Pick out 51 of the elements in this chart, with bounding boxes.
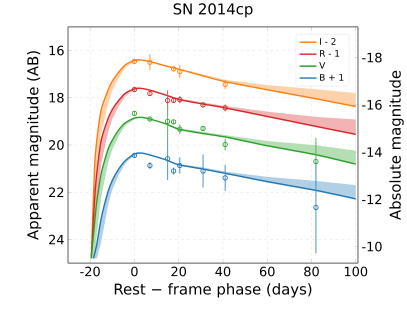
point — [165, 98, 170, 104]
point — [170, 168, 176, 174]
y2-tick-label: -18 — [362, 52, 382, 63]
point — [165, 118, 170, 124]
point — [222, 82, 228, 88]
x-tick-label: 20 — [171, 266, 186, 277]
point — [200, 102, 206, 108]
y-axis-title: Apparent magnitude (AB) — [26, 51, 42, 240]
point — [200, 126, 206, 132]
legend-label: R - 1 — [320, 50, 340, 57]
y-tick-label: 18 — [50, 93, 64, 103]
y-tick-label: 16 — [50, 46, 64, 56]
point — [147, 91, 153, 96]
x-tick-label: 80 — [304, 266, 319, 277]
point — [165, 156, 170, 162]
legend-label: I - 2 — [320, 38, 336, 45]
point — [222, 175, 228, 181]
y2-tick-label: -10 — [362, 242, 382, 252]
point — [170, 119, 176, 125]
x-tick-label: 0 — [131, 266, 138, 277]
x-tick-label: 60 — [260, 266, 275, 277]
point — [132, 58, 138, 64]
point — [147, 116, 153, 122]
chart-title: SN 2014cp — [174, 3, 253, 18]
y-tick-label: 22 — [49, 188, 64, 198]
y2-tick-label: -16 — [362, 100, 382, 110]
point — [313, 204, 319, 210]
point — [147, 163, 153, 168]
x-axis-title: Rest − frame phase (days) — [114, 283, 312, 298]
point — [313, 159, 319, 164]
point — [177, 69, 182, 74]
legend-label: V — [319, 62, 326, 69]
point — [132, 152, 138, 158]
y2-tick-label: -14 — [362, 148, 382, 157]
legend-label: B + 1 — [320, 74, 344, 81]
point — [132, 110, 138, 116]
y-tick-label: 24 — [49, 234, 64, 244]
y2-tick-label: -12 — [362, 194, 382, 204]
x-tick-label: -20 — [80, 266, 100, 277]
x-tick-label: 100 — [344, 266, 368, 277]
y2-axis-title: Absolute magnitude — [389, 70, 404, 220]
point — [200, 168, 206, 174]
point — [177, 126, 182, 132]
point — [147, 60, 153, 66]
point — [170, 98, 176, 104]
point — [132, 87, 138, 92]
point — [177, 163, 182, 168]
point — [222, 142, 228, 148]
x-tick-label: 40 — [215, 266, 230, 277]
y-tick-label: 20 — [49, 140, 64, 150]
point — [170, 66, 176, 72]
